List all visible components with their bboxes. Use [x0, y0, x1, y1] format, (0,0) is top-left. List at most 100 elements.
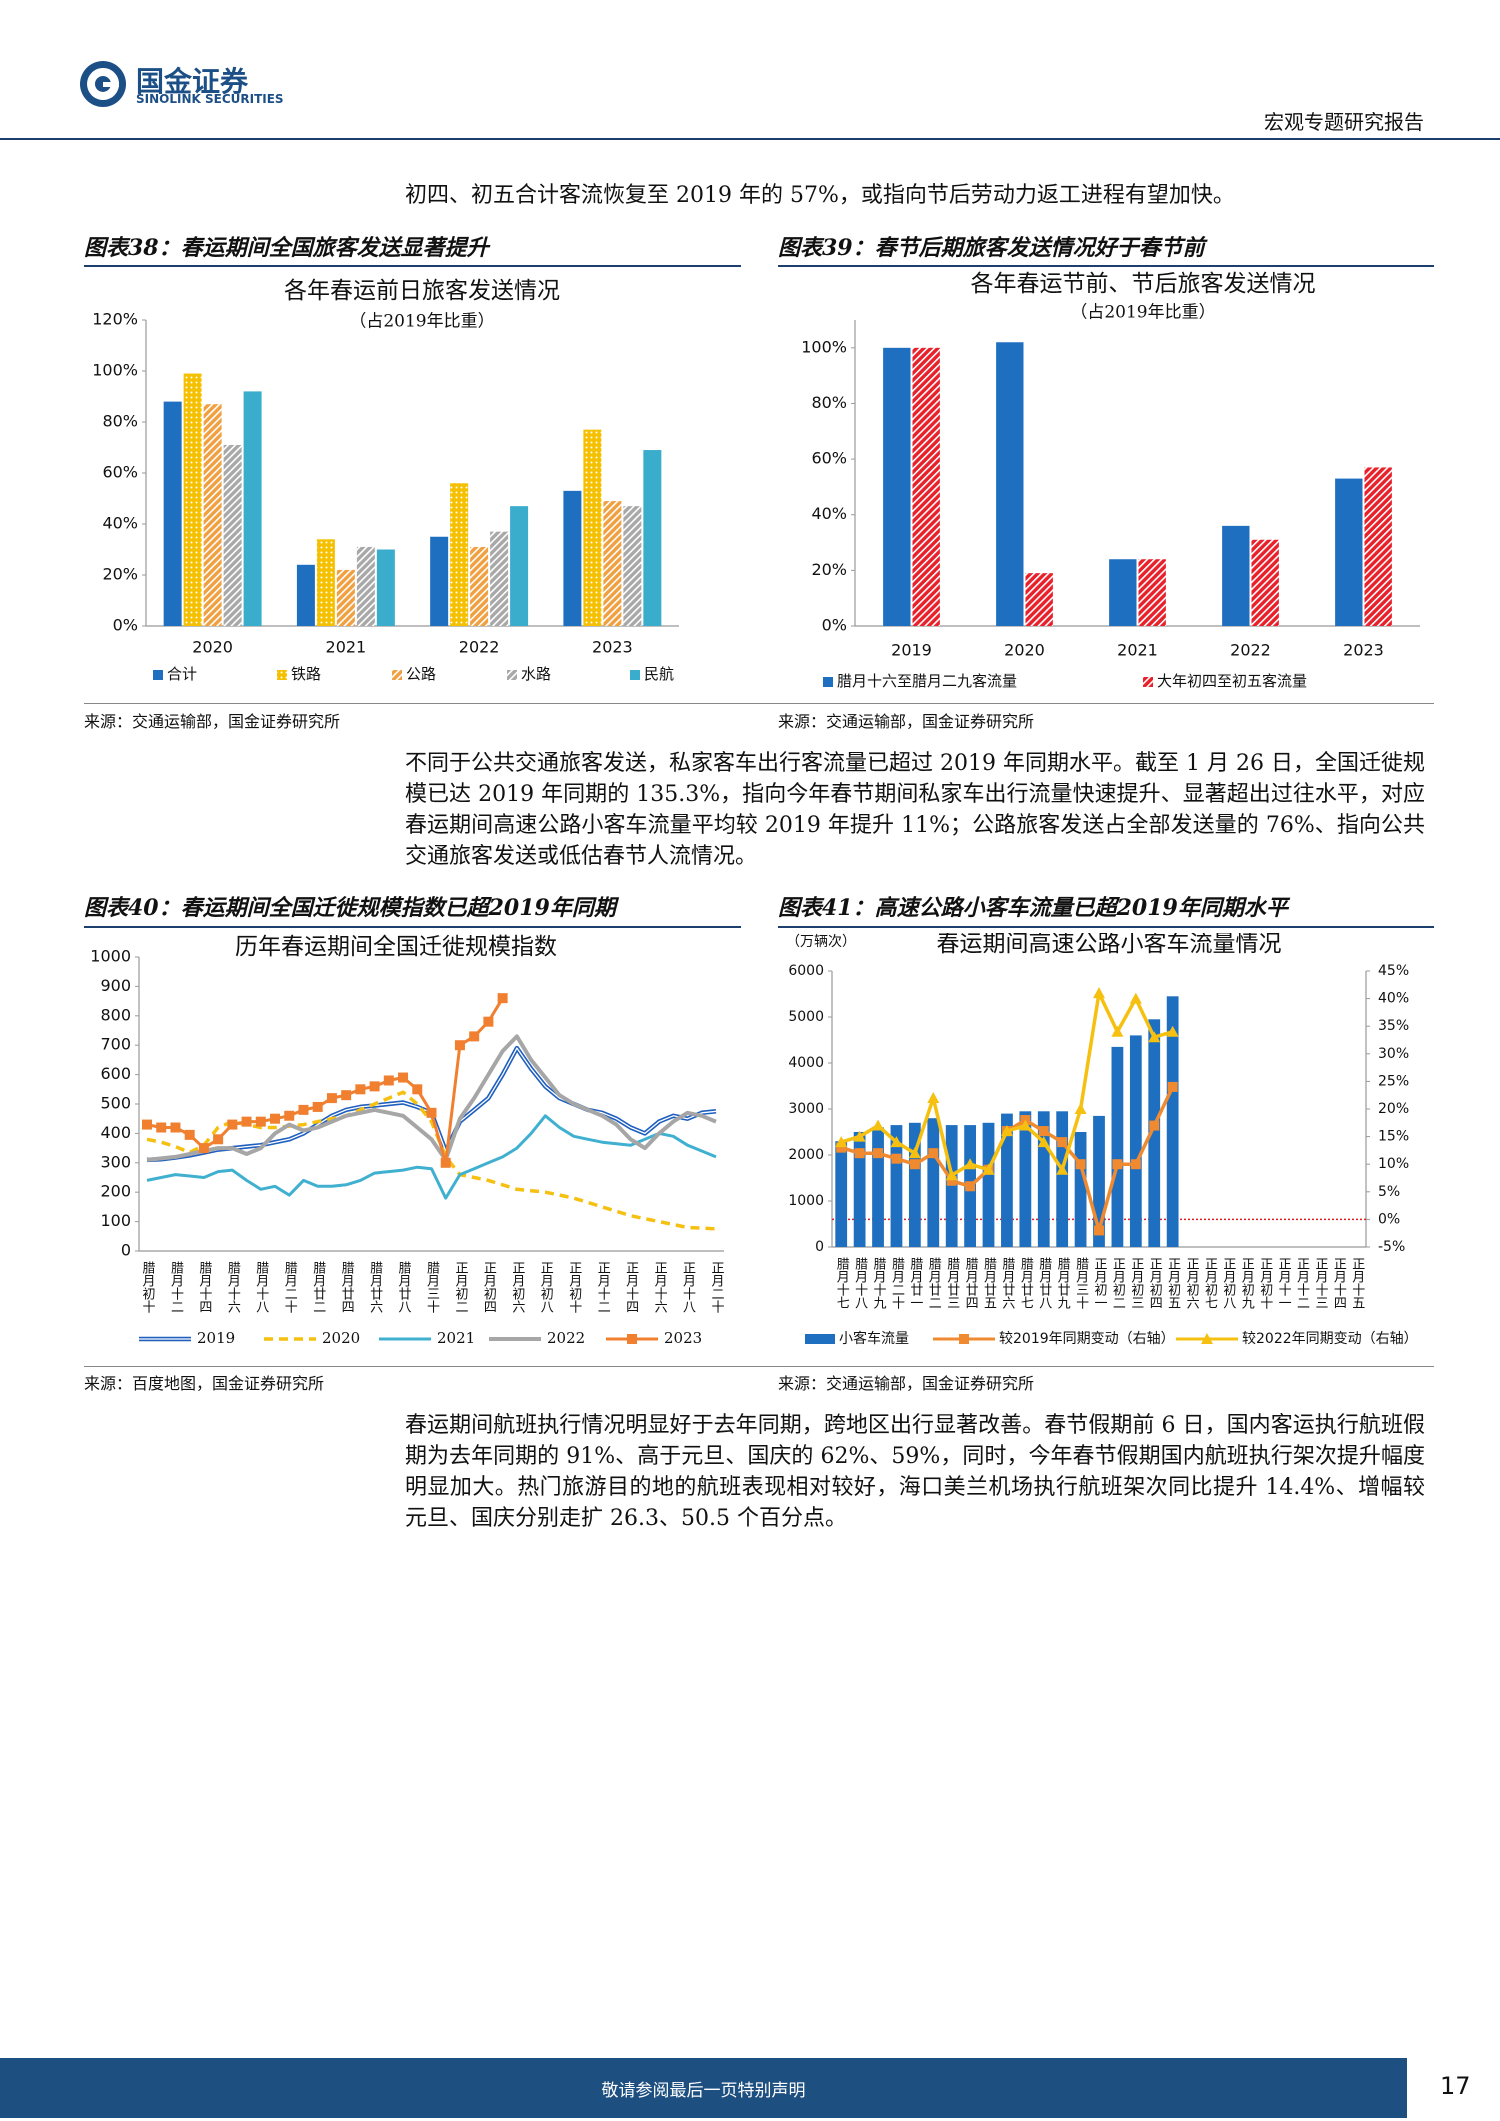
x-tick-label: 正月初二	[452, 1261, 468, 1313]
line	[146, 1114, 717, 1200]
figure-caption: 图表41：高速公路小客车流量已超2019年同期水平	[778, 895, 1288, 921]
x-tick-label: 正月初四	[481, 1261, 497, 1313]
legend-label: 较2022年同期变动（右轴）	[1242, 1331, 1418, 1347]
chart: 春运期间高速公路小客车流量情况 （万辆次） 0 1000 2000 3000 4000 500…	[786, 933, 1418, 1347]
marker	[909, 1159, 920, 1170]
bar	[643, 450, 662, 626]
y2-tick-label: 5%	[1378, 1184, 1400, 1200]
marker	[1111, 1025, 1124, 1037]
marker	[1093, 987, 1105, 999]
marker	[891, 1153, 902, 1164]
x-tick-label: 腊月廿四	[963, 1257, 979, 1309]
bar	[1074, 1132, 1087, 1247]
marker	[398, 1072, 409, 1083]
line	[146, 997, 504, 1165]
y-tick-label: 120%	[92, 310, 138, 329]
brand-en: SINOLINK SECURITIES	[136, 92, 284, 106]
bar	[1001, 1113, 1013, 1247]
x-tick-label: 2020	[192, 638, 233, 657]
x-tick-label: 腊月廿七	[1018, 1257, 1034, 1309]
marker	[1094, 1225, 1104, 1236]
bar	[1222, 525, 1250, 626]
y-tick-label: 700	[100, 1035, 131, 1054]
x-tick-label: 正月初十	[1257, 1257, 1273, 1309]
caption-rule	[84, 926, 741, 928]
x-tick-label: 正月十一	[1276, 1257, 1292, 1309]
bar	[1037, 1111, 1050, 1247]
x-tick-label: 腊月廿九	[1055, 1257, 1071, 1310]
x-tick-label: 腊月廿一	[907, 1257, 923, 1309]
figure-caption: 图表40：春运期间全国迁徙规模指数已超2019年同期	[84, 895, 616, 921]
y-tick-label: 500	[100, 1094, 131, 1113]
bar	[1251, 539, 1279, 626]
bar	[835, 1141, 848, 1247]
y-tick-label: 300	[100, 1152, 131, 1171]
y-tick-label: 200	[100, 1182, 131, 1201]
legend-label: 腊月十六至腊月二九客流量	[837, 672, 1017, 690]
legend-swatch	[823, 677, 833, 687]
chart: 历年春运期间全国迁徙规模指数 0 100 200 300 400 500 600 700 800 9…	[90, 934, 724, 1347]
bar	[912, 347, 940, 626]
source: 来源：交通运输部，国金证券研究所	[84, 712, 341, 731]
x-tick-label: 正月十五	[1349, 1257, 1365, 1309]
x-tick-label: 腊月十八	[852, 1257, 868, 1309]
y-tick-label: 40%	[811, 504, 847, 523]
legend-label: 小客车流量	[839, 1330, 909, 1347]
footer-bar	[0, 2058, 1407, 2118]
x-tick-label: 正月初四	[1147, 1257, 1163, 1309]
y2-tick-label: 10%	[1378, 1156, 1409, 1172]
bar	[927, 1118, 940, 1247]
brand: 国金证券	[136, 65, 249, 98]
source: 来源：交通运输部，国金证券研究所	[778, 1374, 1035, 1393]
marker	[1149, 1120, 1160, 1131]
chart-title: 历年春运期间全国迁徙规模指数	[235, 934, 557, 960]
x-tick-label: 正月十四	[1331, 1257, 1347, 1309]
bar	[1019, 1111, 1032, 1247]
legend-label: 较2019年同期变动（右轴）	[999, 1331, 1175, 1347]
bar	[603, 501, 622, 626]
marker	[908, 1147, 921, 1159]
bar	[908, 1122, 921, 1247]
bar	[183, 373, 202, 626]
line	[146, 1047, 717, 1161]
marker	[1037, 1136, 1050, 1148]
x-tick-label: 正月初十	[566, 1261, 582, 1313]
bar	[223, 444, 242, 626]
x-tick-label: 正月十八	[680, 1261, 696, 1313]
marker	[982, 1163, 995, 1175]
marker	[1038, 1126, 1049, 1137]
marker	[213, 1134, 224, 1145]
marker	[836, 1142, 847, 1153]
bar	[316, 539, 335, 626]
chart-title: 各年春运前日旅客发送情况	[284, 278, 560, 304]
x-tick-label: 2023	[1343, 641, 1384, 660]
y-tick-label: 800	[100, 1005, 131, 1024]
bar	[1166, 996, 1179, 1247]
legend-label: 铁路	[291, 665, 321, 683]
marker	[945, 1169, 958, 1181]
y2-tick-label: 15%	[1378, 1129, 1409, 1145]
x-tick-label: 腊月二十	[282, 1261, 298, 1313]
y-tick-label: 1000	[788, 1193, 824, 1209]
marker	[1166, 1025, 1179, 1037]
bar	[563, 490, 582, 626]
x-tick-label: 腊月廿二	[310, 1261, 326, 1313]
x-tick-label: 正月初一	[1092, 1257, 1108, 1309]
figure-caption: 图表38：春运期间全国旅客发送显著提升	[84, 235, 489, 261]
x-tick-label: 正月初六	[1184, 1257, 1200, 1309]
bar	[945, 1125, 958, 1247]
y-tick-label: 0%	[822, 616, 847, 635]
x-tick-label: 正月十四	[623, 1261, 639, 1313]
legend-label: 公路	[406, 665, 436, 683]
caption-rule	[84, 265, 741, 267]
x-tick-label: 2022	[1230, 641, 1271, 660]
chart-title: 春运期间高速公路小客车流量情况	[937, 933, 1282, 957]
x-tick-label: 正月十二	[1294, 1257, 1310, 1309]
x-tick-label: 正月初六	[509, 1261, 524, 1313]
y-tick-label: 6000	[788, 963, 824, 979]
y-tick-label: 0	[815, 1239, 824, 1255]
marker	[341, 1090, 352, 1101]
y-tick-label: 20%	[811, 560, 847, 579]
marker	[497, 993, 508, 1004]
